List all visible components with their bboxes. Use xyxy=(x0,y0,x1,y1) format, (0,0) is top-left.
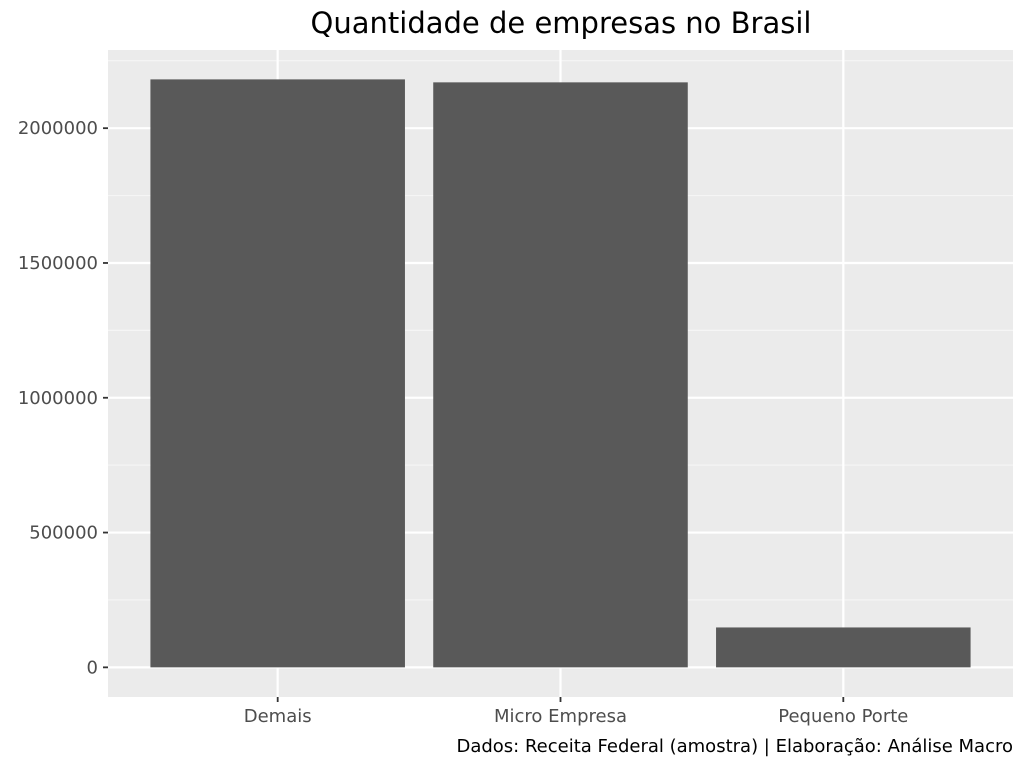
x-tick-label: Micro Empresa xyxy=(494,706,627,727)
chart-title: Quantidade de empresas no Brasil xyxy=(311,6,812,40)
axes: 0 500000 1000000 1500000 2000000 Demais Micro … xyxy=(18,118,909,727)
y-tick-label: 2000000 xyxy=(18,118,98,139)
chart-caption: Dados: Receita Federal (amostra) | Elabo… xyxy=(456,736,1013,757)
y-tick-label: 1000000 xyxy=(18,388,98,409)
bar-micro-empresa xyxy=(433,82,688,668)
bar-pequeno-porte xyxy=(716,627,971,668)
x-tick-label: Pequeno Porte xyxy=(778,706,908,727)
y-tick-label: 1500000 xyxy=(18,253,98,274)
bars xyxy=(150,79,971,668)
y-tick-label: 500000 xyxy=(29,523,98,544)
x-tick-label: Demais xyxy=(244,706,312,727)
y-tick-label: 0 xyxy=(87,657,98,678)
bar-demais xyxy=(150,79,405,668)
